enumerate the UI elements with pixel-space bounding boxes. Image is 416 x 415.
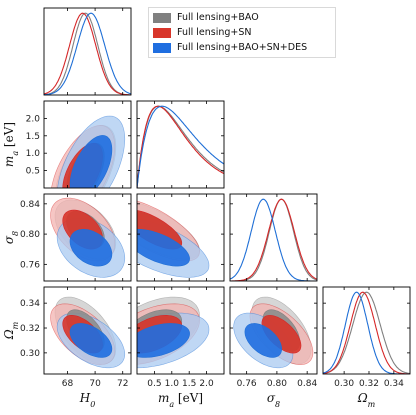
contour-inner-2 xyxy=(244,323,283,358)
x-axis-label-s8: σ8 xyxy=(267,391,280,409)
x-tick-label: 0.80 xyxy=(267,379,287,389)
marginal-curve-2 xyxy=(323,291,410,374)
marginal-curve-1 xyxy=(323,291,410,374)
legend-label: Full lensing+BAO xyxy=(177,12,259,23)
panel-frame xyxy=(322,286,411,375)
x-tick-label: 0.84 xyxy=(297,379,317,389)
x-axis-label-Om: Ωm xyxy=(357,391,376,409)
y-axis-label-ma: ma [eV] xyxy=(2,122,20,167)
marginal-H0 xyxy=(44,12,131,95)
panel-frame xyxy=(43,7,132,96)
marginal-curve-2 xyxy=(137,105,224,188)
x-tick-label: 2.0 xyxy=(199,379,214,389)
marginal-curve-1 xyxy=(44,12,131,95)
x-axis-label-ma: ma [eV] xyxy=(158,391,203,409)
marginal-curve-1 xyxy=(230,198,317,281)
y-axis-label-Om: Ωm xyxy=(2,321,20,340)
x-tick-label: 0.32 xyxy=(359,379,379,389)
x-tick-label: 0.34 xyxy=(384,379,404,389)
x-tick-label: 68 xyxy=(62,379,74,389)
panel-frame xyxy=(136,286,225,375)
contour-panel-s8-vs-ma xyxy=(137,200,210,278)
panel-frame xyxy=(43,286,132,375)
y-axis-label-s8: σ8 xyxy=(2,231,20,244)
marginal-curve-0 xyxy=(323,291,410,374)
panel-frame xyxy=(229,286,318,375)
contour-panel-s8-vs-H0 xyxy=(50,197,126,278)
contour-inner-2 xyxy=(137,323,190,358)
y-tick-label: 0.84 xyxy=(20,200,40,210)
x-tick-label: 1.0 xyxy=(165,379,180,389)
y-tick-label: 2.0 xyxy=(26,114,41,124)
marginal-curve-2 xyxy=(44,12,131,95)
contour-panel-ma-vs-H0 xyxy=(51,115,126,188)
panel-frame xyxy=(136,100,225,189)
y-tick-label: 0.32 xyxy=(20,324,40,334)
legend-swatch-gray xyxy=(153,12,171,23)
marginal-curve-1 xyxy=(137,105,224,188)
panel-frame xyxy=(43,100,132,189)
panel-frame xyxy=(43,193,132,282)
x-tick-label: 70 xyxy=(89,379,101,389)
marginal-ma xyxy=(137,105,224,188)
y-tick-label: 1.0 xyxy=(26,149,41,159)
contour-inner-2 xyxy=(137,229,190,267)
legend-item: Full lensing+SN xyxy=(153,25,331,40)
x-axis-label-H0: H0 xyxy=(79,391,96,409)
contour-panel-Om-vs-H0 xyxy=(50,296,126,369)
contour-inner-2 xyxy=(69,323,113,358)
legend-swatch-red xyxy=(153,27,171,38)
legend-swatch-blue xyxy=(153,42,171,53)
contour-inner-2 xyxy=(69,135,113,188)
y-tick-label: 1.5 xyxy=(26,132,40,142)
x-tick-label: 0.5 xyxy=(147,379,161,389)
y-tick-label: 0.76 xyxy=(20,260,40,270)
y-tick-label: 0.80 xyxy=(20,230,40,240)
contour-inner-1 xyxy=(261,315,302,354)
contour-inner-2 xyxy=(69,228,113,267)
x-tick-label: 0.76 xyxy=(237,379,257,389)
panel-frame xyxy=(229,193,318,282)
contour-panel-Om-vs-ma xyxy=(137,296,210,369)
legend: Full lensing+BAO Full lensing+SN Full le… xyxy=(148,7,336,58)
marginal-curve-0 xyxy=(44,12,131,95)
legend-item: Full lensing+BAO+SN+DES xyxy=(153,40,331,55)
marginal-s8 xyxy=(230,198,317,281)
marginal-curve-0 xyxy=(230,198,317,281)
y-tick-label: 0.5 xyxy=(26,167,40,177)
y-tick-label: 0.34 xyxy=(20,299,40,309)
legend-item: Full lensing+BAO xyxy=(153,10,331,25)
y-tick-label: 0.30 xyxy=(20,349,40,359)
marginal-Om xyxy=(323,291,410,374)
x-tick-label: 0.30 xyxy=(334,379,354,389)
contour-panel-Om-vs-s8 xyxy=(233,296,314,369)
legend-label: Full lensing+SN xyxy=(177,27,252,38)
x-tick-label: 1.5 xyxy=(182,379,196,389)
panel-frame xyxy=(136,193,225,282)
x-tick-label: 72 xyxy=(117,379,128,389)
marginal-curve-2 xyxy=(230,198,317,281)
legend-label: Full lensing+BAO+SN+DES xyxy=(177,42,308,53)
